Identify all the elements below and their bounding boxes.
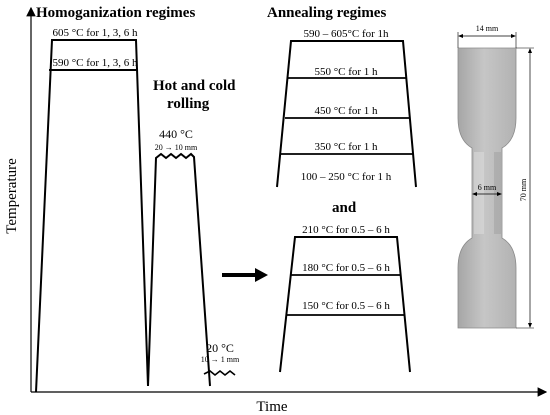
homogenization-level-590: 590 °C for 1, 3, 6 h	[52, 57, 138, 69]
annealing-connector: and	[332, 200, 357, 216]
homogenization-block: Homoganization regimes 605 °C for 1, 3, …	[35, 5, 195, 393]
annealing-upper-level-3: 450 °C for 1 h	[314, 105, 378, 117]
rolling-title-line2: rolling	[167, 96, 210, 112]
axes: Time Temperature	[4, 6, 548, 415]
specimen-gauge-label: 6 mm	[478, 183, 497, 192]
hot-rolling-temp: 440 °C	[159, 127, 193, 141]
annealing-upper-level-2: 550 °C for 1 h	[314, 66, 378, 78]
annealing-upper-level-5: 100 – 250 °C for 1 h	[301, 171, 392, 183]
annealing-block: Annealing regimes 590 – 605°C for 1h 550…	[267, 5, 417, 373]
cold-rolling-reduction: 10 → 1 mm	[201, 355, 240, 364]
annealing-lower-level-1: 210 °C for 0.5 – 6 h	[302, 224, 390, 236]
hot-rolling-reduction: 20 → 10 mm	[155, 143, 198, 152]
homogenization-title: Homoganization regimes	[36, 5, 195, 21]
annealing-upper-level-4: 350 °C for 1 h	[314, 141, 378, 153]
annealing-lower-level-2: 180 °C for 0.5 – 6 h	[302, 262, 390, 274]
annealing-upper-level-1: 590 – 605°C for 1h	[303, 28, 389, 40]
specimen-highlight	[474, 152, 484, 234]
hot-rolling-line	[147, 152, 211, 387]
rolling-block: Hot and cold rolling 440 °C 20 → 10 mm 2…	[147, 78, 240, 387]
specimen-width-label: 14 mm	[476, 24, 499, 33]
annealing-upper-trapezoid	[276, 40, 417, 188]
y-axis-label: Temperature	[4, 158, 20, 234]
x-axis-label: Time	[256, 399, 287, 415]
specimen-length-label: 70 mm	[519, 178, 528, 201]
homogenization-trapezoid	[35, 39, 149, 393]
cold-rolling-temp: 20 °C	[206, 341, 234, 355]
annealing-lower-trapezoid	[279, 236, 411, 373]
rolling-title-line1: Hot and cold	[153, 78, 236, 94]
homogenization-level-605: 605 °C for 1, 3, 6 h	[52, 27, 138, 39]
annealing-lower-level-3: 150 °C for 0.5 – 6 h	[302, 300, 390, 312]
specimen-photo: 14 mm 6 mm 70 mm	[452, 20, 542, 335]
transition-arrow	[222, 268, 268, 282]
arrow-head-icon	[255, 268, 268, 282]
annealing-title: Annealing regimes	[267, 5, 386, 21]
cold-rolling-zigzag	[203, 369, 236, 377]
